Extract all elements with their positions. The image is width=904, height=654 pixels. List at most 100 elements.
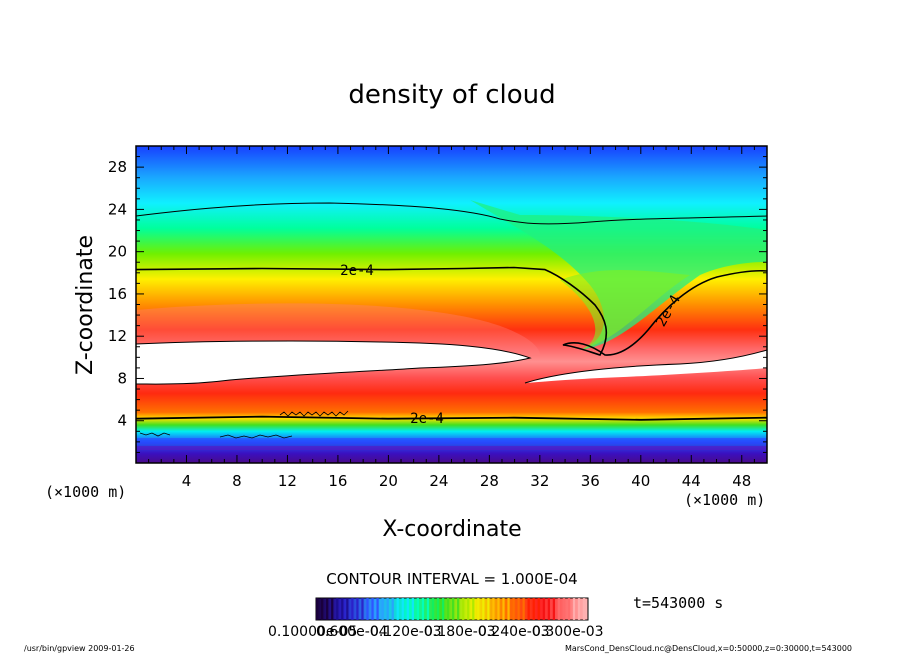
colorbar-cell [321, 598, 324, 620]
x-axis-title: X-coordinate [382, 517, 521, 542]
colorbar-cell [416, 598, 420, 620]
x-tick-label: 4 [182, 472, 192, 490]
y-tick-label: 12 [108, 327, 127, 345]
y-axis-title: Z-coordinate [73, 235, 98, 375]
colorbar-cell [411, 598, 414, 620]
x-tick-label: 36 [581, 472, 600, 490]
colorbar-label-3: 0.180e-03 [424, 624, 496, 640]
colorbar [315, 597, 589, 621]
colorbar-cell [482, 598, 485, 620]
colorbar-cell [421, 598, 425, 620]
colorbar-label-min: 0.10000e-05 [268, 624, 357, 640]
y-tick-label: 16 [108, 285, 127, 303]
colorbar-cell [577, 598, 581, 620]
y-tick-label: 24 [108, 200, 127, 218]
colorbar-cell [431, 598, 435, 620]
colorbar-cell [557, 598, 561, 620]
colorbar-cell [346, 598, 349, 620]
contour-top [135, 202, 768, 225]
colorbar-cell [336, 598, 339, 620]
x-tick-label: 8 [232, 472, 242, 490]
chart-title: density of cloud [348, 80, 555, 110]
contour-white-upper [135, 340, 532, 385]
colorbar-cell [331, 598, 334, 620]
x-tick-label: 28 [480, 472, 499, 490]
colorbar-cell [507, 598, 510, 620]
colorbar-cell [396, 598, 399, 620]
y-tick-label: 20 [108, 243, 127, 261]
time-label: t=543000 s [633, 594, 723, 612]
colorbar-cell [492, 598, 495, 620]
contour-lines [135, 202, 768, 439]
colorbar-cell [567, 598, 571, 620]
colorbar-cell [326, 598, 329, 620]
colorbar-cell [497, 598, 500, 620]
colorbar-cell [441, 598, 445, 620]
footer-left: /usr/bin/gpview 2009-01-26 [24, 644, 135, 653]
contour-2e4-upper [135, 266, 768, 356]
colorbar-cell [401, 598, 404, 620]
contour-2e4-lower [135, 415, 768, 421]
colorbar-cell [552, 598, 556, 620]
contour-noise [139, 410, 349, 439]
x-tick-label: 44 [682, 472, 701, 490]
footer-right: MarsCond_DensCloud.nc@DensCloud,x=0:5000… [565, 644, 852, 653]
colorbar-cell [572, 598, 576, 620]
colorbar-labels: 0.10000e-05 0.600e-04 0.120e-03 0.180e-0… [268, 624, 604, 640]
colorbar-cell [547, 598, 550, 620]
colorbar-cell [462, 598, 465, 620]
colorbar-label-2: 0.120e-03 [370, 624, 442, 640]
colorbar-cell [356, 598, 359, 620]
colorbar-cell [316, 598, 319, 620]
colorbar-cell [502, 598, 505, 620]
colorbar-cell [512, 598, 515, 620]
colorbar-cell [376, 598, 379, 620]
colorbar-cell [341, 598, 344, 620]
x-axis: 4 8 12 16 20 24 28 32 36 40 44 48 [148, 146, 755, 490]
colorbar-cell [477, 598, 480, 620]
colorbar-cell [542, 598, 545, 620]
y-tick-label: 28 [108, 158, 127, 176]
colorbar-cell [391, 598, 394, 620]
y-tick-label: 4 [117, 412, 127, 430]
y-axis-unit: (×1000 m) [45, 483, 126, 501]
colorbar-cell [361, 598, 364, 620]
colorbar-cell [436, 598, 440, 620]
colorbar-cell [527, 598, 530, 620]
colorbar-cell [522, 598, 525, 620]
y-tick-label: 8 [117, 369, 127, 387]
density-field [136, 146, 767, 463]
colorbar-cell [406, 598, 409, 620]
colorbar-cell [487, 598, 490, 620]
contour-label-upper: 2e-4 [340, 263, 374, 279]
colorbar-cell [351, 598, 354, 620]
x-tick-label: 12 [278, 472, 297, 490]
colorbar-cell [467, 598, 470, 620]
colorbar-label-5: 0.300e-03 [532, 624, 604, 640]
x-tick-label: 24 [429, 472, 448, 490]
colorbar-cell [472, 598, 475, 620]
colorbar-label-1: 0.600e-04 [316, 624, 388, 640]
colorbar-cell [426, 598, 430, 620]
x-axis-unit: (×1000 m) [684, 491, 765, 509]
x-tick-label: 32 [530, 472, 549, 490]
colorbar-cell [537, 598, 540, 620]
colorbar-cell [371, 598, 374, 620]
colorbar-cell [452, 598, 455, 620]
colorbar-cell [446, 598, 450, 620]
colorbar-cell [366, 598, 369, 620]
x-tick-label: 40 [631, 472, 650, 490]
y-axis: 4 8 12 16 20 24 28 [108, 156, 767, 453]
colorbar-cell [532, 598, 535, 620]
colorbar-cell [517, 598, 520, 620]
contour-interval: CONTOUR INTERVAL = 1.000E-04 [326, 570, 577, 588]
colorbar-cell [381, 598, 384, 620]
colorbar-cell [386, 598, 389, 620]
contour-label-lower: 2e-4 [410, 411, 444, 427]
colorbar-cell [457, 598, 460, 620]
contour-white-right [524, 349, 768, 384]
x-tick-label: 48 [732, 472, 751, 490]
x-tick-label: 20 [379, 472, 398, 490]
x-tick-label: 16 [328, 472, 347, 490]
